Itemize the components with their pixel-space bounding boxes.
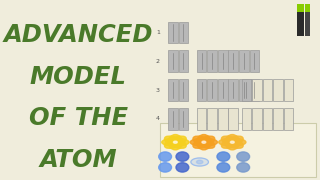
FancyBboxPatch shape xyxy=(239,79,249,101)
FancyBboxPatch shape xyxy=(160,123,316,177)
Bar xyxy=(305,4,310,12)
FancyBboxPatch shape xyxy=(207,108,217,130)
Text: 4: 4 xyxy=(156,116,160,121)
FancyBboxPatch shape xyxy=(273,108,283,130)
Ellipse shape xyxy=(219,138,246,146)
Ellipse shape xyxy=(193,136,215,148)
Ellipse shape xyxy=(164,136,186,148)
FancyBboxPatch shape xyxy=(252,108,262,130)
FancyBboxPatch shape xyxy=(179,50,188,72)
Ellipse shape xyxy=(176,163,189,172)
FancyBboxPatch shape xyxy=(242,108,251,130)
FancyBboxPatch shape xyxy=(228,79,238,101)
Ellipse shape xyxy=(159,152,172,161)
Ellipse shape xyxy=(159,163,172,172)
Ellipse shape xyxy=(217,152,230,161)
Ellipse shape xyxy=(196,135,211,150)
Ellipse shape xyxy=(162,138,189,146)
Text: 3: 3 xyxy=(156,87,160,93)
Ellipse shape xyxy=(221,136,243,148)
FancyBboxPatch shape xyxy=(197,108,206,130)
Ellipse shape xyxy=(221,136,243,148)
Text: ADVANCED: ADVANCED xyxy=(4,23,153,47)
FancyBboxPatch shape xyxy=(179,79,188,101)
FancyBboxPatch shape xyxy=(228,50,238,72)
FancyBboxPatch shape xyxy=(168,79,178,101)
FancyBboxPatch shape xyxy=(179,22,188,43)
FancyBboxPatch shape xyxy=(252,79,262,101)
Ellipse shape xyxy=(217,163,230,172)
Ellipse shape xyxy=(202,141,206,143)
FancyBboxPatch shape xyxy=(207,50,217,72)
Text: 2: 2 xyxy=(156,59,160,64)
FancyBboxPatch shape xyxy=(179,108,188,130)
Ellipse shape xyxy=(196,160,203,164)
FancyBboxPatch shape xyxy=(218,50,228,72)
FancyBboxPatch shape xyxy=(218,108,228,130)
Text: OF THE: OF THE xyxy=(29,106,128,130)
Ellipse shape xyxy=(164,136,186,148)
FancyBboxPatch shape xyxy=(207,79,217,101)
Ellipse shape xyxy=(237,152,250,161)
Ellipse shape xyxy=(237,163,250,172)
FancyBboxPatch shape xyxy=(228,108,238,130)
Text: 1: 1 xyxy=(156,30,160,35)
Ellipse shape xyxy=(190,138,218,146)
FancyBboxPatch shape xyxy=(250,79,259,101)
Bar xyxy=(305,8,310,36)
FancyBboxPatch shape xyxy=(263,108,272,130)
Ellipse shape xyxy=(168,135,182,150)
Ellipse shape xyxy=(230,141,234,143)
Ellipse shape xyxy=(191,158,209,166)
FancyBboxPatch shape xyxy=(284,79,293,101)
Ellipse shape xyxy=(176,152,189,161)
FancyBboxPatch shape xyxy=(239,50,249,72)
Bar xyxy=(297,8,304,36)
FancyBboxPatch shape xyxy=(273,79,283,101)
Bar xyxy=(297,4,304,12)
Text: MODEL: MODEL xyxy=(30,65,127,89)
FancyBboxPatch shape xyxy=(242,79,251,101)
Ellipse shape xyxy=(193,136,215,148)
FancyBboxPatch shape xyxy=(250,50,259,72)
FancyBboxPatch shape xyxy=(263,79,272,101)
FancyBboxPatch shape xyxy=(284,108,293,130)
FancyBboxPatch shape xyxy=(168,22,178,43)
Ellipse shape xyxy=(225,135,239,150)
FancyBboxPatch shape xyxy=(197,79,206,101)
Text: ATOM: ATOM xyxy=(40,148,117,172)
FancyBboxPatch shape xyxy=(218,79,228,101)
FancyBboxPatch shape xyxy=(168,50,178,72)
FancyBboxPatch shape xyxy=(197,50,206,72)
Ellipse shape xyxy=(173,141,177,143)
FancyBboxPatch shape xyxy=(168,108,178,130)
